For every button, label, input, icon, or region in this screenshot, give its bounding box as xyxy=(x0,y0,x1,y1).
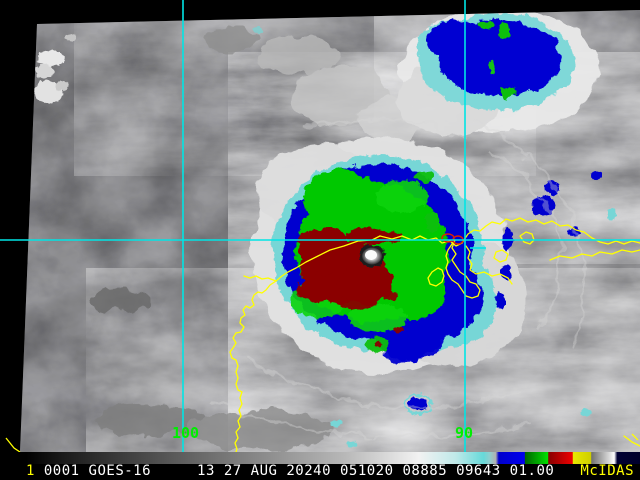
image-number: 0001 xyxy=(43,463,80,479)
satellite-scene xyxy=(20,10,640,452)
mcidas-brand-label: McIDAS xyxy=(580,463,634,479)
element-coordinate: 09643 xyxy=(456,463,501,479)
gridline-label-100: 100 xyxy=(172,424,199,442)
status-text-line: 1 0001 GOES-16 13 27 AUG 20240 051020 088… xyxy=(0,463,640,480)
coastline-inlet xyxy=(243,275,277,282)
scattered-clouds xyxy=(90,28,426,450)
month-abbrev: AUG xyxy=(250,463,278,479)
gridlines xyxy=(0,0,640,452)
coastline-right-north xyxy=(461,217,640,245)
island-outline-tiny xyxy=(493,249,509,263)
hurricane-eye xyxy=(359,245,385,267)
year-julian-day: 20240 xyxy=(286,463,332,479)
satellite-name: GOES-16 xyxy=(88,463,152,479)
coastline-corner-br xyxy=(623,435,640,447)
satellite-image: 100 90 xyxy=(0,0,640,452)
resolution-value: 01.00 xyxy=(509,463,555,479)
coastline-fragment-border-br xyxy=(631,433,639,441)
coastline-right-inner xyxy=(465,245,513,285)
line-coordinate: 08885 xyxy=(402,463,448,479)
coastline-fragment-border-bl xyxy=(5,437,21,452)
mexico-coastline xyxy=(229,235,381,452)
island-outline-small xyxy=(427,267,445,287)
ir-enhancement-colorbar xyxy=(0,452,640,464)
day-of-month: 27 xyxy=(223,463,242,479)
status-bar: 1 0001 GOES-16 13 27 AUG 20240 051020 088… xyxy=(0,452,640,480)
spiral-cirrus-bands xyxy=(209,117,587,438)
secondary-convective-mass xyxy=(396,10,600,136)
satellite-image-viewport[interactable]: 100 90 xyxy=(0,0,640,452)
left-cumulus-cluster xyxy=(33,34,76,103)
coastline-far-right xyxy=(549,249,640,261)
hurricane-system xyxy=(252,137,528,373)
gridline-label-90: 90 xyxy=(455,424,473,442)
frame-number: 1 xyxy=(26,463,35,479)
image-time-utc: 051020 xyxy=(339,463,394,479)
island-outline-large xyxy=(445,239,481,299)
colorbar-svg xyxy=(0,452,640,464)
band-number: 13 xyxy=(197,463,215,479)
